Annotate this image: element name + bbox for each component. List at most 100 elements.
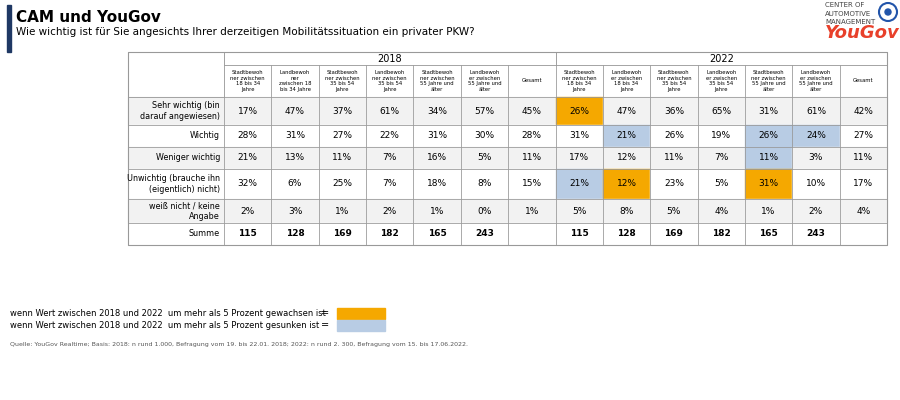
Bar bbox=[366, 199, 413, 223]
Text: 5%: 5% bbox=[572, 206, 587, 216]
Bar bbox=[650, 199, 698, 223]
Bar bbox=[366, 223, 413, 245]
Text: 2%: 2% bbox=[809, 206, 824, 216]
Bar bbox=[745, 199, 792, 223]
Bar bbox=[508, 65, 555, 97]
Bar bbox=[224, 97, 272, 125]
Text: Landbewoh
ner zwischen
35 bis 54
Jahre: Landbewoh ner zwischen 35 bis 54 Jahre bbox=[373, 70, 407, 92]
Bar bbox=[272, 147, 319, 169]
Text: CENTER OF
AUTOMOTIVE
MANAGEMENT: CENTER OF AUTOMOTIVE MANAGEMENT bbox=[825, 2, 875, 25]
Bar bbox=[840, 65, 887, 97]
Bar bbox=[366, 97, 413, 125]
Bar bbox=[698, 147, 745, 169]
Bar bbox=[461, 147, 508, 169]
Bar bbox=[603, 97, 650, 125]
Text: 7%: 7% bbox=[382, 180, 397, 188]
Bar bbox=[508, 169, 555, 199]
Bar bbox=[555, 199, 603, 223]
Bar bbox=[366, 169, 413, 199]
Bar bbox=[698, 169, 745, 199]
Bar bbox=[224, 97, 272, 125]
Bar bbox=[603, 199, 650, 223]
Bar bbox=[840, 97, 887, 125]
Bar bbox=[603, 125, 650, 147]
Bar bbox=[224, 223, 272, 245]
Bar bbox=[792, 199, 840, 223]
Text: 182: 182 bbox=[712, 230, 731, 238]
Bar bbox=[792, 97, 840, 125]
Text: Landbewoh
er zwischen
55 Jahre und
älter: Landbewoh er zwischen 55 Jahre und älter bbox=[468, 70, 501, 92]
Bar bbox=[366, 223, 413, 245]
Bar bbox=[319, 147, 366, 169]
Bar bbox=[413, 65, 461, 97]
Bar bbox=[555, 52, 887, 65]
Bar bbox=[650, 223, 698, 245]
Bar bbox=[128, 125, 224, 147]
Bar bbox=[508, 199, 555, 223]
Bar bbox=[555, 97, 603, 125]
Bar bbox=[366, 147, 413, 169]
Bar bbox=[555, 169, 603, 199]
Text: 17%: 17% bbox=[238, 106, 257, 116]
Bar bbox=[366, 65, 413, 97]
Bar bbox=[128, 147, 224, 169]
Bar bbox=[461, 169, 508, 199]
Bar bbox=[413, 125, 461, 147]
Text: 128: 128 bbox=[617, 230, 636, 238]
Text: 31%: 31% bbox=[569, 132, 590, 140]
Text: Landbewoh
er zwischen
18 bis 34
Jahre: Landbewoh er zwischen 18 bis 34 Jahre bbox=[611, 70, 643, 92]
Bar bbox=[319, 223, 366, 245]
Text: 24%: 24% bbox=[806, 132, 826, 140]
Bar bbox=[792, 169, 840, 199]
Bar bbox=[272, 223, 319, 245]
Bar bbox=[128, 223, 224, 245]
Bar bbox=[461, 125, 508, 147]
Text: 182: 182 bbox=[381, 230, 399, 238]
Text: 1%: 1% bbox=[335, 206, 349, 216]
Bar bbox=[792, 65, 840, 97]
Bar bbox=[508, 199, 555, 223]
Bar bbox=[508, 125, 555, 147]
Bar bbox=[366, 125, 413, 147]
Text: 4%: 4% bbox=[856, 206, 870, 216]
Bar bbox=[319, 223, 366, 245]
Text: 28%: 28% bbox=[238, 132, 257, 140]
Bar bbox=[337, 320, 385, 330]
Bar bbox=[319, 169, 366, 199]
Bar bbox=[508, 125, 555, 147]
Text: 2%: 2% bbox=[382, 206, 397, 216]
Text: 8%: 8% bbox=[619, 206, 634, 216]
Text: 11%: 11% bbox=[853, 154, 873, 162]
Bar bbox=[840, 125, 887, 147]
Text: 243: 243 bbox=[806, 230, 825, 238]
Bar bbox=[413, 199, 461, 223]
Text: 2022: 2022 bbox=[709, 54, 734, 64]
Bar bbox=[128, 52, 887, 245]
Bar bbox=[555, 223, 603, 245]
Bar bbox=[366, 199, 413, 223]
Bar bbox=[698, 65, 745, 97]
Bar bbox=[840, 169, 887, 199]
Bar bbox=[650, 97, 698, 125]
Text: 61%: 61% bbox=[380, 106, 400, 116]
Text: Stadtbewoh
ner zwischen
18 bis 34
Jahre: Stadtbewoh ner zwischen 18 bis 34 Jahre bbox=[562, 70, 597, 92]
Bar bbox=[745, 97, 792, 125]
Text: 0%: 0% bbox=[477, 206, 491, 216]
Bar bbox=[272, 125, 319, 147]
Bar bbox=[603, 147, 650, 169]
Text: wenn Wert zwischen 2018 und 2022  um mehr als 5 Prozent gesunken ist: wenn Wert zwischen 2018 und 2022 um mehr… bbox=[10, 320, 319, 330]
Bar bbox=[555, 125, 603, 147]
Bar bbox=[366, 65, 413, 97]
Text: 26%: 26% bbox=[569, 106, 590, 116]
Bar bbox=[508, 169, 555, 199]
Bar bbox=[603, 125, 650, 147]
Bar bbox=[698, 147, 745, 169]
Bar bbox=[840, 97, 887, 125]
Bar bbox=[792, 125, 840, 147]
Bar bbox=[319, 199, 366, 223]
Bar bbox=[413, 147, 461, 169]
Bar bbox=[603, 223, 650, 245]
Text: 4%: 4% bbox=[714, 206, 728, 216]
Text: =: = bbox=[321, 308, 329, 318]
Bar bbox=[840, 147, 887, 169]
